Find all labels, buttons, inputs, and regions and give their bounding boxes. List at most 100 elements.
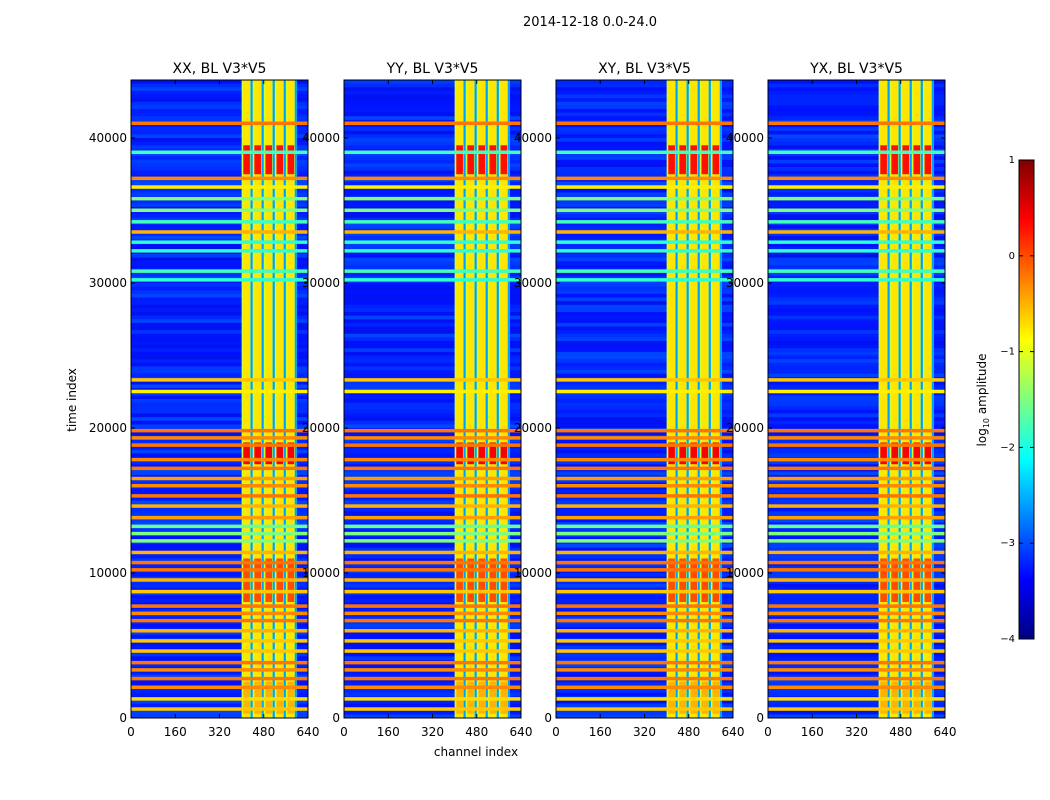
heatmap-noise-row	[768, 152, 945, 157]
heatmap-subband	[924, 80, 932, 718]
rfi-line	[344, 220, 521, 224]
rfi-line	[768, 707, 945, 711]
rfi-line	[344, 618, 521, 623]
rfi-line	[344, 436, 521, 440]
rfi-line	[131, 611, 308, 616]
heatmap-noise-row	[131, 409, 308, 414]
heatmap-noise-row	[344, 402, 521, 407]
heatmap-noise-row	[344, 598, 521, 602]
heatmap-noise-row	[131, 384, 308, 389]
heatmap-noise-row	[768, 370, 945, 374]
heatmap-noise-row	[344, 471, 521, 476]
heatmap-noise-row	[131, 641, 308, 646]
heatmap-noise-row	[131, 471, 308, 476]
heatmap-noise-row	[344, 330, 521, 334]
heatmap-noise-row	[344, 188, 521, 193]
heatmap-noise-row	[768, 641, 945, 646]
heatmap-noise-row	[344, 152, 521, 157]
heatmap-noise-row	[556, 145, 733, 149]
rfi-line	[768, 196, 945, 201]
heatmap-noise-row	[344, 174, 521, 178]
heatmap-subband	[690, 80, 698, 718]
rfi-line	[556, 697, 733, 701]
heatmap-noise-row	[556, 87, 733, 91]
rfi-line	[344, 249, 521, 253]
heatmap-noise-row	[556, 101, 733, 106]
heatmap-noise-row	[768, 674, 945, 679]
heatmap-noise-row	[131, 94, 308, 99]
heatmap-noise-row	[344, 616, 521, 621]
rfi-line	[556, 443, 733, 447]
heatmap-noise-row	[768, 670, 945, 675]
rfi-line	[556, 176, 733, 181]
heatmap-hot-region	[243, 145, 250, 175]
heatmap-noise-row	[768, 315, 945, 320]
heatmap-noise-row	[131, 573, 308, 577]
heatmap-noise-row	[768, 529, 945, 534]
rfi-line	[768, 121, 945, 125]
heatmap-noise-row	[344, 90, 521, 95]
heatmap-noise-row	[768, 293, 945, 298]
heatmap-noise-row	[768, 554, 945, 559]
rfi-line	[768, 466, 945, 471]
heatmap-noise-row	[131, 210, 308, 215]
heatmap-noise-row	[131, 217, 308, 222]
heatmap-noise-row	[768, 210, 945, 215]
heatmap-noise-row	[556, 580, 733, 584]
heatmap-noise-row	[556, 130, 733, 135]
heatmap-noise-row	[768, 272, 945, 276]
heatmap-noise-row	[768, 453, 945, 457]
heatmap-noise-row	[556, 90, 733, 95]
heatmap-noise-row	[768, 192, 945, 196]
rfi-line	[131, 240, 308, 244]
rfi-line	[344, 484, 521, 488]
heatmap-noise-row	[768, 634, 945, 639]
rfi-line	[768, 457, 945, 462]
heatmap-hot-region	[679, 442, 686, 465]
heatmap-noise-row	[556, 348, 733, 352]
heatmap-noise-row	[344, 181, 521, 186]
heatmap-noise-row	[344, 583, 521, 588]
rfi-line	[131, 504, 308, 508]
heatmap-hot-region	[902, 145, 910, 175]
heatmap-noise-row	[768, 94, 945, 99]
heatmap-noise-row	[556, 123, 733, 128]
heatmap-noise-row	[556, 170, 733, 175]
heatmap-noise-row	[556, 420, 733, 425]
heatmap-noise-row	[768, 511, 945, 515]
heatmap-noise-row	[344, 359, 521, 363]
heatmap-noise-row	[344, 217, 521, 222]
heatmap-noise-row	[556, 634, 733, 639]
heatmap-noise-row	[131, 544, 308, 548]
heatmap-noise-row	[131, 308, 308, 312]
heatmap-noise-row	[556, 141, 733, 146]
heatmap-noise-row	[344, 275, 521, 280]
heatmap-noise-row	[131, 138, 308, 142]
heatmap-noise-row	[131, 656, 308, 660]
x-tick-label: 640	[297, 725, 320, 739]
heatmap-noise-row	[344, 98, 521, 102]
rfi-line	[768, 539, 945, 543]
rfi-line	[344, 676, 521, 681]
heatmap-noise-row	[768, 170, 945, 175]
heatmap-noise-row	[768, 112, 945, 117]
heatmap-noise-row	[131, 583, 308, 588]
heatmap-hot-region	[456, 442, 463, 465]
heatmap-noise-row	[556, 406, 733, 410]
rfi-line	[131, 443, 308, 447]
rfi-line	[556, 230, 733, 234]
heatmap-noise-row	[131, 272, 308, 276]
rfi-line	[556, 220, 733, 224]
panel-title: YX, BL V3*V5	[809, 61, 903, 77]
heatmap-panel: YX, BL V3*V5 0 160 320 480 640 0 10000 20000 3000…	[726, 61, 957, 739]
heatmap-noise-row	[131, 565, 308, 570]
heatmap-noise-row	[556, 138, 733, 142]
heatmap-noise-row	[344, 134, 521, 138]
heatmap-noise-row	[344, 573, 521, 577]
rfi-line	[344, 639, 521, 643]
rfi-line	[556, 629, 733, 633]
rfi-line	[131, 466, 308, 471]
heatmap-noise-row	[344, 507, 521, 512]
heatmap-noise-row	[131, 631, 308, 635]
